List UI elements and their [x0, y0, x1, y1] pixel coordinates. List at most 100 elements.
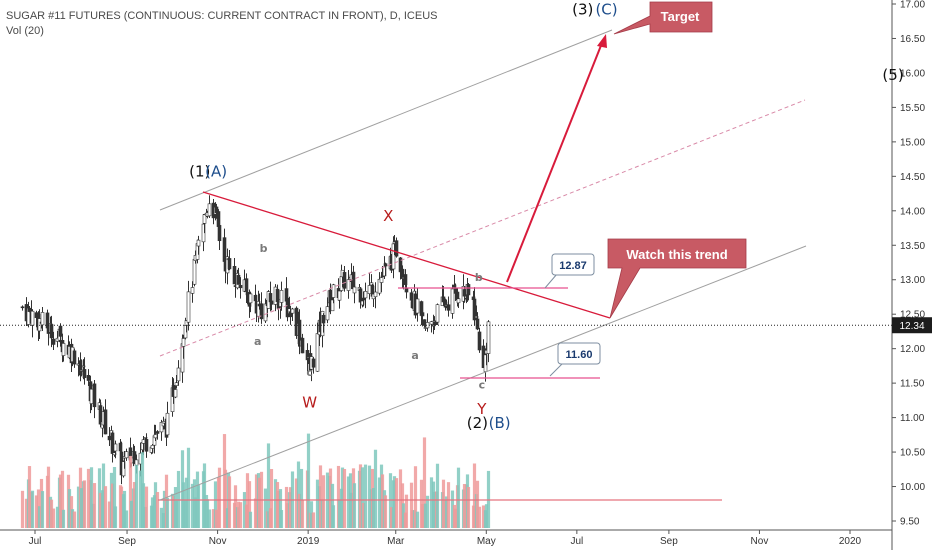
- candle-body: [321, 314, 326, 324]
- volume-bar: [404, 494, 409, 528]
- wave-label: a: [254, 335, 261, 348]
- volume-bar: [297, 493, 302, 528]
- candle-body: [367, 285, 372, 294]
- volume-bar: [352, 483, 357, 528]
- candle-body: [207, 203, 212, 217]
- volume-bar: [453, 508, 458, 528]
- candle-body: [446, 304, 451, 311]
- volume-bar: [477, 506, 482, 528]
- candle-body: [238, 284, 243, 289]
- volume-bar: [171, 495, 176, 528]
- candle-body: [110, 432, 115, 454]
- volume-bar: [217, 467, 222, 528]
- candle-body: [174, 382, 179, 386]
- candle-body: [429, 321, 434, 325]
- volume-bar: [128, 455, 133, 528]
- price-label-1160-box: [557, 342, 601, 365]
- chart-title: SUGAR #11 FUTURES (CONTINUOUS: CURRENT C…: [6, 10, 438, 22]
- wave-label: b: [475, 271, 483, 284]
- target-callout-label: Target: [661, 9, 700, 24]
- last-price-label: 12.34: [899, 321, 924, 332]
- volume-bar: [30, 490, 35, 528]
- volume-bar: [462, 483, 467, 528]
- volume-bar: [484, 504, 489, 528]
- x-tick-label: Sep: [118, 536, 136, 547]
- x-tick-label: 2019: [297, 536, 320, 547]
- volume-bar: [248, 511, 253, 528]
- volume-bar: [481, 505, 486, 528]
- volume-bar: [318, 465, 323, 528]
- wave-label: (B): [489, 414, 511, 432]
- x-tick-label: Nov: [751, 536, 769, 547]
- volume-bar: [360, 467, 365, 528]
- volume-bar: [337, 499, 342, 528]
- y-tick-label: 16.00: [900, 68, 925, 79]
- volume-bar: [373, 449, 378, 528]
- volume-bar: [67, 489, 72, 528]
- volume-bar: [361, 502, 366, 528]
- candle-body: [398, 257, 403, 273]
- volume-bar: [162, 490, 167, 528]
- candle-body: [311, 358, 316, 368]
- volume-bar: [410, 510, 415, 528]
- x-tick-label: Nov: [209, 536, 227, 547]
- volume-bar: [165, 497, 170, 528]
- y-tick-label: 15.00: [900, 137, 925, 148]
- candle-body: [98, 405, 103, 425]
- candle-body: [290, 308, 295, 314]
- volume-bar: [40, 491, 45, 528]
- volume-bar: [233, 485, 238, 528]
- volume-bar: [273, 479, 278, 528]
- wave-label: W: [302, 393, 317, 411]
- y-tick-label: 10.00: [900, 482, 925, 493]
- volume-bar: [193, 497, 198, 528]
- volume-bar: [112, 466, 117, 528]
- volume-bars-group: [20, 433, 491, 528]
- candle-body: [202, 214, 207, 224]
- volume-bar: [309, 501, 314, 528]
- x-tick-label: Sep: [660, 536, 678, 547]
- volume-bar: [420, 503, 425, 528]
- volume-bar: [450, 490, 455, 528]
- wave-label: c: [479, 379, 486, 392]
- candle-body: [263, 303, 268, 322]
- volume-bar: [60, 470, 65, 528]
- candle-body: [346, 279, 351, 291]
- candle-body: [141, 439, 146, 444]
- candle-body: [150, 445, 155, 449]
- volume-bar: [37, 506, 42, 528]
- candle-body: [466, 284, 471, 296]
- wave-label: a: [411, 349, 418, 362]
- candle-body: [92, 383, 97, 408]
- volume-bar: [472, 463, 477, 528]
- y-tick-label: 17.00: [900, 0, 925, 11]
- volume-bar: [82, 480, 87, 528]
- volume-bar: [79, 488, 84, 528]
- volume-bar: [238, 502, 243, 528]
- candle-body: [61, 343, 66, 356]
- candle-body: [394, 240, 399, 257]
- volume-bar: [254, 474, 259, 528]
- candle-body: [186, 291, 191, 323]
- wave-label: b: [260, 242, 268, 255]
- volume-bar: [150, 497, 155, 528]
- volume-bar: [159, 507, 164, 528]
- volume-bar: [331, 505, 336, 528]
- y-tick-label: 14.00: [900, 206, 925, 217]
- volume-bar: [415, 511, 420, 528]
- volume-bar: [392, 476, 397, 528]
- candle-body: [300, 337, 305, 354]
- volume-bar: [242, 492, 247, 528]
- y-tick-label: 13.50: [900, 241, 925, 252]
- volume-bar: [401, 503, 406, 528]
- last-price-badge: [892, 317, 932, 334]
- volume-bar: [279, 510, 284, 528]
- volume-bar: [247, 481, 252, 528]
- candle-body: [297, 319, 302, 345]
- volume-bar: [205, 499, 210, 528]
- volume-bar: [266, 443, 271, 528]
- price-label-1287: 12.87: [559, 260, 587, 272]
- y-tick-label: 12.00: [900, 344, 925, 355]
- wave-label: (1): [189, 162, 210, 180]
